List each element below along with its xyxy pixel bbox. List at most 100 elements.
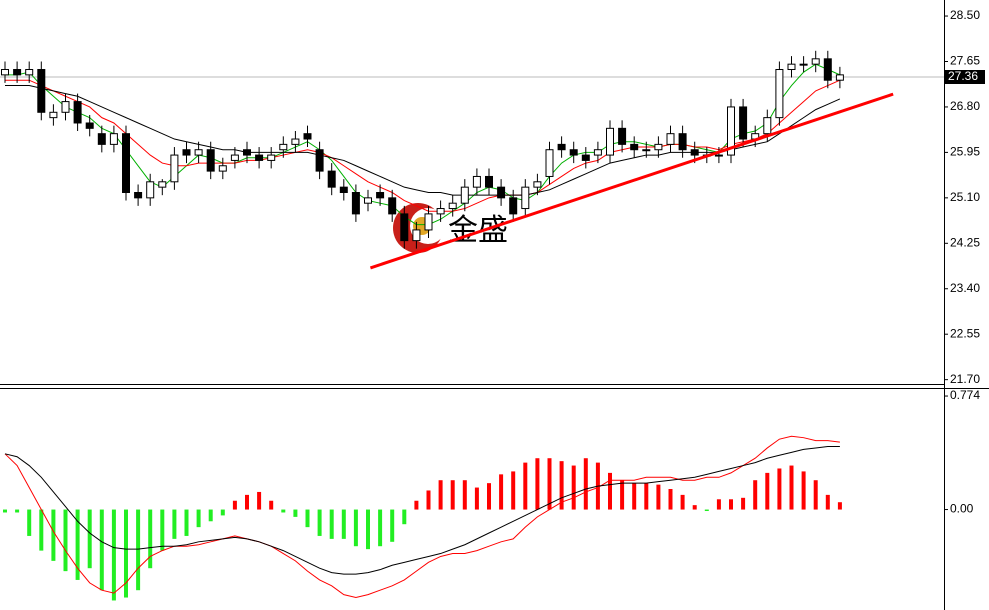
histogram-bar [511, 471, 516, 510]
candle-body [61, 101, 70, 113]
candle-body [485, 175, 493, 188]
histogram-bar [353, 509, 358, 547]
histogram-bar [124, 509, 128, 598]
histogram-bar [414, 500, 419, 510]
histogram-bar [208, 509, 213, 522]
y-tick-label: 25.95 [950, 145, 980, 159]
candle-body [666, 133, 675, 145]
moving-average [5, 79, 841, 212]
histogram-bar [257, 491, 262, 510]
histogram-bar [438, 480, 443, 510]
candle-body [291, 138, 300, 145]
histogram-bar [644, 483, 649, 510]
histogram-bar [39, 509, 44, 551]
histogram-bar [245, 494, 249, 510]
histogram-bar [765, 472, 770, 510]
candle-body [581, 154, 590, 161]
histogram-bar [27, 509, 32, 536]
histogram-bar [136, 509, 141, 591]
macd-line [4, 435, 840, 599]
histogram-bar [3, 509, 7, 513]
histogram-bar [583, 458, 588, 510]
candle-body [303, 133, 312, 140]
histogram-bar [87, 509, 92, 569]
histogram-bar [523, 462, 528, 510]
histogram-bar [656, 484, 661, 510]
candle-body [690, 149, 699, 156]
candle-body [327, 170, 336, 188]
candle-body [835, 74, 844, 81]
candle-body [521, 186, 530, 210]
histogram-bar [571, 465, 576, 510]
candle-body [13, 69, 22, 76]
moving-average [5, 63, 841, 226]
histogram-bar [378, 509, 383, 547]
histogram-bar [789, 465, 794, 510]
histogram-bar [75, 509, 80, 580]
histogram-bar [692, 505, 697, 510]
histogram-bar [716, 499, 721, 510]
candle-body [460, 186, 469, 204]
histogram-bar [462, 480, 467, 510]
histogram-bar [99, 509, 104, 591]
histogram-bar [63, 509, 68, 572]
histogram-bar [741, 497, 746, 510]
y-tick-label: 24.25 [950, 235, 980, 249]
histogram-bar [184, 509, 189, 536]
candle-body [73, 101, 82, 124]
histogram-bar [729, 499, 733, 510]
histogram-bar [535, 458, 540, 510]
histogram-bar [801, 471, 806, 510]
candle-body [122, 133, 130, 193]
histogram-bar [547, 458, 552, 510]
candle-body [569, 149, 578, 156]
histogram-bar [390, 509, 395, 542]
candle-body [545, 149, 554, 177]
candle-body [230, 154, 239, 161]
candle-body [206, 149, 215, 172]
watermark: 金盛 [448, 214, 508, 247]
candle-body [823, 58, 832, 81]
candle-body [315, 149, 324, 172]
histogram-bar [160, 509, 165, 551]
candle-body [497, 186, 506, 199]
candle-body [109, 133, 118, 145]
candle-body [364, 197, 372, 204]
histogram-bar [293, 509, 298, 517]
y-tick-label: 28.50 [950, 8, 980, 22]
trendline [369, 92, 894, 270]
candle-body [593, 149, 602, 156]
candle-body [158, 181, 167, 188]
candle-body [37, 69, 46, 113]
histogram-bar [777, 468, 782, 510]
candle-body [218, 165, 227, 172]
candle-body [424, 213, 433, 231]
candle-body [557, 143, 566, 151]
candle-body [714, 154, 723, 157]
histogram-bar [825, 494, 830, 510]
candle-body [49, 111, 58, 119]
candle-body [811, 58, 820, 65]
histogram-bar [632, 483, 637, 510]
y-tick-label: 23.40 [950, 281, 980, 295]
candle-body [170, 154, 179, 183]
histogram-bar [51, 509, 56, 561]
histogram-bar [220, 509, 225, 516]
histogram-bar [232, 500, 237, 510]
candle-body [376, 192, 385, 199]
histogram-bar [837, 502, 842, 510]
histogram-bar [559, 461, 564, 510]
candle-body [448, 202, 457, 210]
candle-body [606, 127, 614, 156]
candle-body [787, 63, 796, 71]
candle-body [146, 181, 155, 199]
candle-body [339, 186, 348, 193]
histogram-bar [487, 483, 491, 510]
y-tick-label: 27.65 [950, 54, 980, 68]
macd-line [4, 445, 840, 575]
candle-body [678, 133, 687, 151]
histogram-bar [341, 509, 346, 539]
candle-body [727, 106, 735, 156]
current-price-label: 27.36 [948, 69, 978, 83]
